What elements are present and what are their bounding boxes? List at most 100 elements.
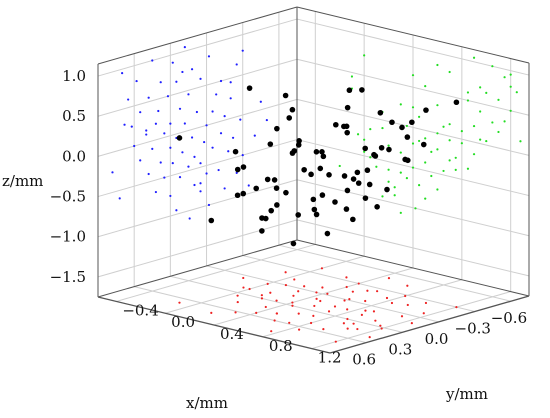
projection-point-xz <box>247 184 250 187</box>
projection-point-xz <box>235 171 238 175</box>
data-point <box>308 171 314 178</box>
projection-point-xy <box>260 297 264 300</box>
projection-point-yz <box>414 207 417 210</box>
projection-point-xz <box>265 118 268 122</box>
projection-point-xz <box>205 124 208 127</box>
projection-point-yz <box>472 124 476 128</box>
projection-point-xy <box>366 289 369 292</box>
projection-point-xy <box>288 321 291 324</box>
y-tick-label: 1.2 <box>318 349 342 367</box>
data-point <box>310 196 317 203</box>
grid-line-xz-horizontal <box>97 18 298 77</box>
projection-point-yz <box>466 167 470 170</box>
grid-line-xz-horizontal <box>97 58 298 117</box>
data-point <box>362 195 369 201</box>
data-point <box>355 180 362 186</box>
frame-layer <box>97 6 530 354</box>
grid-line-floor-y <box>165 255 365 314</box>
projection-point-yz <box>454 156 457 159</box>
z-tick-label: 0.0 <box>62 147 86 165</box>
projection-point-yz <box>466 91 470 94</box>
projection-point-xy <box>234 311 237 314</box>
grid-line-yz-horizontal <box>296 18 530 76</box>
projection-point-xy <box>327 310 331 313</box>
projection-point-xy <box>297 328 301 331</box>
y-tick-label: 0.8 <box>269 337 293 355</box>
projection-point-xz <box>229 97 232 100</box>
projection-point-yz <box>399 171 402 174</box>
data-point <box>344 104 351 111</box>
projection-point-xz <box>163 176 166 179</box>
data-point <box>274 202 280 208</box>
projection-point-yz <box>387 144 390 147</box>
data-point <box>354 169 361 176</box>
projection-point-xz <box>181 70 184 74</box>
data-point <box>268 207 275 214</box>
projection-point-xy <box>379 324 382 327</box>
projection-point-yz <box>509 73 512 76</box>
projection-point-yz <box>509 109 512 112</box>
projection-point-yz <box>363 138 366 141</box>
projection-point-xy <box>346 308 349 311</box>
data-point <box>274 125 280 132</box>
data-point <box>374 204 380 210</box>
data-point <box>319 192 326 198</box>
projection-point-yz <box>448 159 451 162</box>
projection-point-yz <box>418 184 421 187</box>
projection-point-xz <box>130 125 133 128</box>
frame-edge <box>97 239 298 298</box>
projection-point-xz <box>178 175 182 179</box>
projection-point-xy <box>348 298 351 301</box>
projection-point-yz <box>411 166 415 169</box>
projection-point-xy <box>320 267 324 270</box>
data-point <box>234 192 241 199</box>
projection-point-xy <box>312 314 315 317</box>
data-point <box>232 148 239 155</box>
projection-point-xz <box>145 133 148 136</box>
projection-point-xy <box>360 313 363 316</box>
z-tick-label: −1.0 <box>50 228 86 246</box>
data-point <box>283 189 289 196</box>
data-point <box>409 119 415 126</box>
projection-point-xy <box>293 278 296 281</box>
projection-point-yz <box>436 148 439 151</box>
y-tick-label: 0.0 <box>171 313 195 331</box>
projection-point-yz <box>387 180 390 183</box>
x-tick-label: −0.3 <box>455 320 491 338</box>
point-layer <box>176 85 460 247</box>
projection-point-xy <box>322 328 325 331</box>
frame-edge <box>97 6 298 65</box>
data-point <box>326 172 332 178</box>
projection-point-yz <box>442 125 445 128</box>
projection-point-xz <box>147 172 150 176</box>
projection-point-xz <box>183 46 186 49</box>
projection-point-xz <box>223 115 226 118</box>
projection-point-yz <box>497 130 500 134</box>
projection-point-xz <box>154 122 157 125</box>
data-point <box>333 121 339 128</box>
projection-point-xy <box>303 285 306 288</box>
grid-line-yz-horizontal <box>296 179 530 237</box>
projection-point-xy <box>313 304 316 308</box>
projection-point-xy <box>248 287 251 291</box>
projection-point-yz <box>369 156 372 159</box>
projection-point-xy <box>342 322 345 325</box>
projection-point-yz <box>356 133 360 136</box>
projection-point-xz <box>241 154 244 157</box>
projection-point-xz <box>219 132 223 135</box>
projection-point-xz <box>193 183 196 187</box>
projection-point-yz <box>485 139 488 143</box>
data-point <box>240 164 247 170</box>
projection-point-xz <box>205 172 208 175</box>
projection-point-yz <box>381 126 384 130</box>
projection-point-xy <box>385 296 389 300</box>
projection-point-xy <box>352 322 355 325</box>
projection-point-yz <box>430 174 433 178</box>
projection-point-xz <box>169 122 172 125</box>
projection-point-xz <box>223 187 226 190</box>
projection-point-yz <box>381 195 384 198</box>
projection-point-yz <box>491 65 494 68</box>
projection-point-xy <box>291 301 294 304</box>
data-point <box>259 228 265 234</box>
frame-edge <box>296 239 530 297</box>
